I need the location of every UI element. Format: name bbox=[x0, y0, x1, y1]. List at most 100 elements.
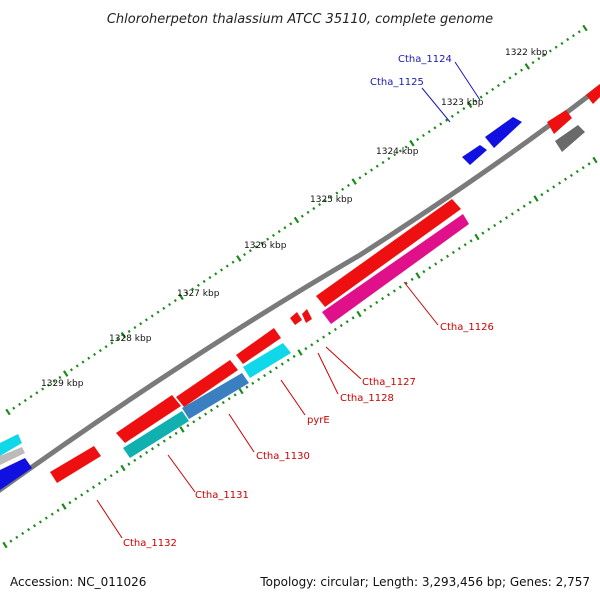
minor-tick bbox=[318, 203, 322, 207]
gene-label[interactable]: Ctha_1125 bbox=[370, 77, 424, 88]
minor-tick bbox=[369, 168, 374, 172]
gene-arrow[interactable] bbox=[0, 458, 32, 490]
minor-tick bbox=[481, 231, 485, 235]
minor-tick bbox=[563, 177, 568, 181]
leader-line bbox=[325, 346, 362, 380]
gene-arrow[interactable] bbox=[586, 84, 600, 104]
minor-tick bbox=[485, 91, 489, 95]
tick-label: 1322 kbp bbox=[505, 48, 548, 58]
minor-tick bbox=[283, 226, 287, 230]
gene-arrow[interactable] bbox=[0, 434, 22, 456]
minor-tick bbox=[109, 474, 113, 478]
minor-tick bbox=[173, 299, 177, 303]
minor-tick bbox=[522, 204, 526, 208]
gene-arrow[interactable] bbox=[123, 411, 189, 458]
minor-tick bbox=[202, 279, 206, 283]
gene-arrow[interactable] bbox=[547, 110, 572, 134]
minor-tick bbox=[110, 341, 114, 345]
gene-label[interactable]: Ctha_1128 bbox=[340, 393, 394, 404]
gene-arrow[interactable] bbox=[316, 199, 461, 307]
minor-tick bbox=[168, 435, 172, 439]
gene-arrow[interactable] bbox=[236, 328, 281, 364]
minor-tick bbox=[363, 308, 367, 312]
minor-tick bbox=[27, 528, 31, 532]
major-tick bbox=[5, 408, 11, 416]
minor-tick bbox=[139, 322, 143, 326]
gene-arrow[interactable] bbox=[322, 214, 469, 324]
minor-tick bbox=[575, 169, 579, 174]
minor-tick bbox=[44, 516, 48, 520]
minor-tick bbox=[87, 356, 91, 360]
minor-tick bbox=[457, 246, 461, 251]
minor-tick bbox=[52, 379, 56, 383]
minor-tick bbox=[248, 249, 252, 253]
minor-tick bbox=[133, 458, 137, 462]
minor-tick bbox=[38, 520, 42, 524]
gene-arrow[interactable] bbox=[302, 309, 312, 323]
gene-arrow[interactable] bbox=[116, 395, 181, 443]
minor-tick bbox=[566, 37, 570, 42]
minor-tick bbox=[221, 400, 225, 405]
minor-tick bbox=[81, 360, 85, 364]
gene-label[interactable]: Ctha_1131 bbox=[195, 490, 249, 501]
gene-arrow[interactable] bbox=[485, 117, 522, 148]
minor-tick bbox=[339, 323, 343, 328]
gene-arrow[interactable] bbox=[0, 447, 25, 465]
gene-arrow[interactable] bbox=[50, 446, 101, 483]
leader-line bbox=[317, 352, 339, 395]
gene-arrow[interactable] bbox=[462, 145, 487, 165]
minor-tick bbox=[32, 524, 37, 528]
minor-tick bbox=[552, 185, 556, 189]
gene-arrow[interactable] bbox=[243, 343, 291, 378]
minor-tick bbox=[569, 173, 573, 177]
minor-tick bbox=[487, 227, 491, 231]
minor-tick bbox=[204, 412, 208, 416]
minor-tick bbox=[387, 157, 391, 161]
gene-label[interactable]: Ctha_1127 bbox=[362, 377, 416, 388]
minor-tick bbox=[225, 264, 229, 268]
minor-tick bbox=[196, 283, 200, 287]
major-tick bbox=[236, 255, 242, 262]
minor-tick bbox=[174, 431, 178, 435]
gene-arrow[interactable] bbox=[555, 125, 585, 152]
tick-label: 1325 kbp bbox=[310, 195, 353, 205]
minor-tick bbox=[116, 337, 120, 341]
minor-tick bbox=[548, 49, 552, 53]
tick-labels: 1322 kbp 1323 kbp 1324 kbp 1325 kbp 1326… bbox=[41, 48, 548, 389]
minor-tick bbox=[531, 61, 535, 65]
minor-tick bbox=[327, 331, 332, 335]
gene-label[interactable]: Ctha_1124 bbox=[398, 54, 452, 65]
minor-tick bbox=[499, 220, 503, 224]
minor-tick bbox=[428, 266, 432, 270]
minor-tick bbox=[369, 304, 373, 308]
gene-label[interactable]: Ctha_1132 bbox=[123, 538, 177, 549]
genome-backbone bbox=[0, 84, 600, 493]
gene-arrow[interactable] bbox=[182, 373, 249, 419]
minor-tick bbox=[18, 402, 22, 406]
outer-tick-track bbox=[5, 24, 588, 416]
minor-tick bbox=[445, 118, 449, 122]
minor-tick bbox=[139, 454, 143, 459]
gene-label[interactable]: Ctha_1130 bbox=[256, 451, 310, 462]
gene-label[interactable]: pyrE bbox=[307, 415, 330, 426]
minor-tick bbox=[543, 53, 547, 57]
minor-tick bbox=[516, 208, 520, 212]
major-tick bbox=[582, 24, 588, 32]
minor-tick bbox=[260, 241, 264, 245]
gene-arrow[interactable] bbox=[290, 312, 302, 325]
major-tick bbox=[238, 387, 244, 395]
minor-tick bbox=[209, 408, 214, 412]
tick-label: 1327 kbp bbox=[177, 289, 220, 299]
minor-tick bbox=[416, 137, 420, 141]
minor-tick bbox=[41, 387, 45, 391]
minor-tick bbox=[245, 385, 249, 389]
major-tick bbox=[533, 195, 539, 202]
major-tick bbox=[293, 216, 300, 224]
map-title: Chloroherpeton thalassium ATCC 35110, co… bbox=[107, 12, 493, 27]
minor-tick bbox=[23, 398, 27, 403]
minor-tick bbox=[587, 162, 591, 166]
gene-label[interactable]: Ctha_1126 bbox=[440, 322, 494, 333]
gene-arrow[interactable] bbox=[176, 360, 238, 407]
minor-tick bbox=[144, 318, 148, 322]
minor-tick bbox=[439, 122, 443, 126]
